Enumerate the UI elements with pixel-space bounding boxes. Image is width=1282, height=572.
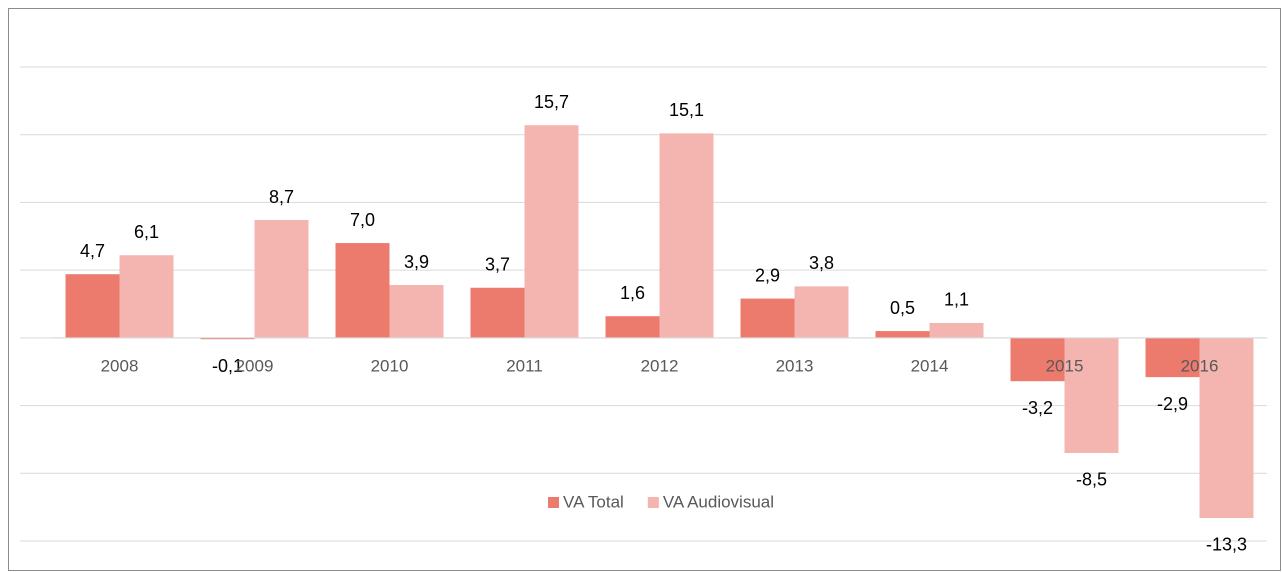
x-tick-label: 2013 [776,356,814,375]
bar [1145,337,1200,378]
legend-label: VA Audiovisual [663,492,774,511]
bar [794,286,849,338]
legend-swatch [548,497,559,508]
data-label: -0,1 [212,356,243,376]
bar [254,220,309,338]
data-label: -3,2 [1022,398,1053,418]
bar [524,125,579,338]
bar [605,316,660,338]
data-label: 7,0 [350,210,375,230]
x-tick-label: 2011 [506,356,543,375]
chart-frame [8,8,1281,571]
data-label: 4,7 [80,241,105,261]
bar [1199,337,1254,518]
data-label: 3,7 [485,254,510,274]
bar [659,133,714,338]
data-label: 8,7 [269,187,294,207]
x-tick-label: 2010 [371,356,409,375]
x-tick-label: 2009 [236,356,274,375]
bar [335,243,390,338]
bar [1064,337,1119,453]
legend-swatch [647,497,659,508]
x-tick-label: 2016 [1181,356,1219,375]
bar [119,255,174,338]
bar [470,287,525,338]
x-tick-label: 2008 [101,356,139,375]
data-label: -8,5 [1076,470,1107,490]
data-label: 3,9 [404,252,429,272]
x-tick-label: 2015 [1046,356,1084,375]
bar [740,298,795,338]
data-label: -13,3 [1206,535,1247,555]
bar [200,337,255,340]
data-label: 15,1 [669,100,704,120]
x-tick-label: 2012 [641,356,679,375]
data-label: 15,7 [534,92,569,112]
bar [1010,337,1065,382]
x-tick-label: 2014 [911,356,949,375]
data-label: 6,1 [134,222,159,242]
data-label: 1,1 [944,290,969,310]
bar [929,322,984,338]
legend-label: VA Total [563,492,624,511]
data-label: 3,8 [809,253,834,273]
bar [389,285,444,338]
data-label: -2,9 [1157,394,1188,414]
data-label: 2,9 [755,265,780,285]
data-label: 1,6 [620,283,645,303]
bar [875,331,930,338]
bar [65,274,120,338]
data-label: 0,5 [890,298,915,318]
